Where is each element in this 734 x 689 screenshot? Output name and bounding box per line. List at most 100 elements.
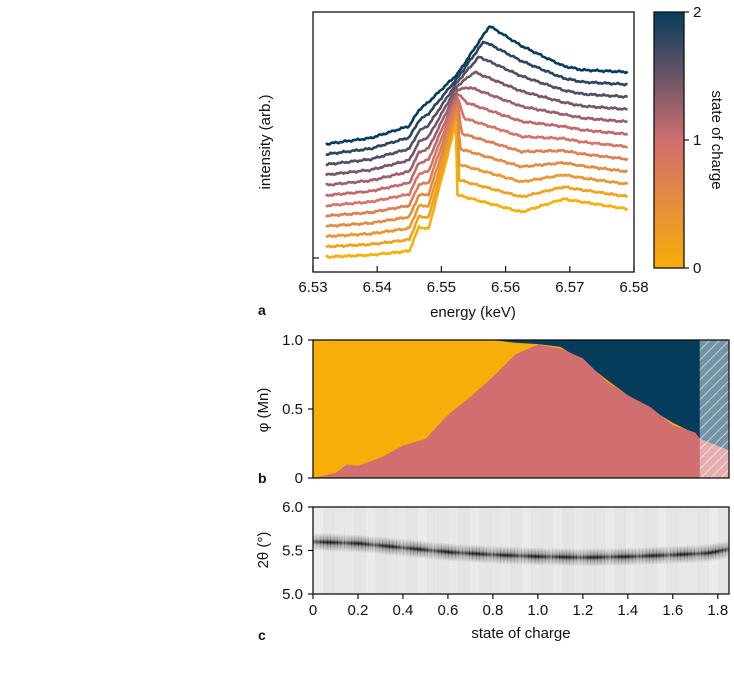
colorbar-tick-label: 1 xyxy=(693,132,701,149)
diffraction-peak-segment xyxy=(319,533,324,552)
panel-c-label: c xyxy=(258,627,266,643)
panel-c-x-tick-label: 1.2 xyxy=(572,602,593,619)
diffraction-peak-segment xyxy=(645,546,650,565)
diffraction-peak-segment xyxy=(413,539,418,558)
diffraction-peak-segment xyxy=(638,547,643,566)
diffraction-peak-segment xyxy=(666,546,671,565)
diffraction-peak-segment xyxy=(389,537,394,556)
diffraction-peak-segment xyxy=(462,544,467,563)
diffraction-peak-segment xyxy=(690,544,695,563)
diffraction-peak-segment xyxy=(323,533,328,552)
diffraction-peak-segment xyxy=(410,539,415,558)
panel-c-y-tick-label: 5.0 xyxy=(282,586,303,603)
diffraction-peak-segment xyxy=(354,534,359,553)
panel-a-ylabel: intensity (arb.) xyxy=(257,94,274,189)
spectrum-line xyxy=(325,99,629,218)
diffraction-peak-segment xyxy=(503,546,508,565)
colorbar-label: state of charge xyxy=(708,90,725,189)
diffraction-peak-segment xyxy=(552,547,557,566)
diffraction-peak-segment xyxy=(694,544,699,563)
panel-a-xlabel: energy (keV) xyxy=(430,304,516,321)
diffraction-peak-segment xyxy=(677,545,682,564)
panel-a-x-ticks: 6.53 6.54 6.55 6.56 6.57 6.58 xyxy=(298,266,649,296)
panel-c-x-tick-label: 1.0 xyxy=(527,602,548,619)
diffraction-peak-segment xyxy=(673,545,678,564)
diffraction-peak-segment xyxy=(566,548,571,567)
diffraction-peak-segment xyxy=(631,547,636,566)
diffraction-peak-segment xyxy=(569,548,574,567)
colorbar-ticks: 0 1 2 xyxy=(684,4,701,277)
diffraction-peak-segment xyxy=(656,546,661,565)
diffraction-peak-segment xyxy=(597,548,602,567)
diffraction-peak-segment xyxy=(507,546,512,565)
spectra-series-group xyxy=(324,25,629,259)
diffraction-peak-segment xyxy=(514,546,519,565)
diffraction-peak-segment xyxy=(475,544,480,563)
spectrum-line xyxy=(325,25,629,146)
panel-c-xlabel: state of charge xyxy=(471,625,570,642)
diffraction-peak-segment xyxy=(635,547,640,566)
diffraction-peak-segment xyxy=(344,534,349,553)
diffraction-peak-segment xyxy=(472,544,477,563)
panel-a-x-tick-label: 6.54 xyxy=(363,279,392,296)
diffraction-peak-segment xyxy=(326,533,331,552)
diffraction-peak-segment xyxy=(722,541,727,560)
panel-c-x-tick-label: 0.4 xyxy=(393,602,414,619)
diffraction-peak-segment xyxy=(718,541,723,560)
diffraction-peak-segment xyxy=(697,544,702,563)
spectrum-line xyxy=(325,108,629,238)
hatched-region xyxy=(699,340,729,478)
diffraction-peak-segment xyxy=(392,537,397,556)
colorbar-tick-label: 2 xyxy=(693,4,701,21)
diffraction-peak-segment xyxy=(382,536,387,555)
diffraction-peak-segment xyxy=(652,546,657,565)
diffraction-peak-segment xyxy=(548,547,553,566)
diffraction-peak-segment xyxy=(687,545,692,564)
diffraction-peak-segment xyxy=(521,546,526,565)
panel-c-y-tick-label: 6.0 xyxy=(282,499,303,516)
diffraction-peak-segment xyxy=(562,548,567,567)
diffraction-peak-segment xyxy=(670,545,675,564)
diffraction-peak-segment xyxy=(365,535,370,554)
diffraction-peak-segment xyxy=(313,532,318,551)
panel-b-y-tick-label: 1.0 xyxy=(282,332,303,349)
diffraction-peak-segment xyxy=(593,548,598,567)
diffraction-peak-segment xyxy=(444,542,449,561)
diffraction-peak-segment xyxy=(423,540,428,559)
panel-c-y-ticks: 5.0 5.5 6.0 xyxy=(282,499,313,603)
panel-c-ylabel: 2θ (°) xyxy=(255,532,272,569)
diffraction-peak-segment xyxy=(704,544,709,563)
diffraction-peak-segment xyxy=(403,538,408,557)
diffraction-peak-segment xyxy=(417,540,422,559)
diffraction-peak-segment xyxy=(427,541,432,560)
spectrum-line xyxy=(325,123,629,259)
diffraction-peak-segment xyxy=(573,548,578,567)
diffraction-peak-segment xyxy=(517,546,522,565)
diffraction-peak-segment xyxy=(330,533,335,552)
panel-c-x-tick-label: 0.2 xyxy=(348,602,369,619)
panel-c-diffraction: 5.0 5.5 6.0 0 0.2 0.4 0.6 0.8 1.0 1.2 1.4 1.6 1.8 s… xyxy=(255,499,730,643)
panel-c-x-tick-label: 1.8 xyxy=(707,602,728,619)
diffraction-peak-segment xyxy=(430,541,435,560)
panel-c-x-tick-label: 0.8 xyxy=(482,602,503,619)
diffraction-peak-segment xyxy=(482,545,487,564)
panel-c-x-tick-label: 0.6 xyxy=(437,602,458,619)
spectrum-line xyxy=(325,55,629,167)
spectrum-line xyxy=(325,96,628,208)
diffraction-peak-segment xyxy=(618,547,623,566)
diffraction-peak-segment xyxy=(458,543,463,562)
panel-b-y-tick-label: 0.5 xyxy=(282,401,303,418)
diffraction-peak-segment xyxy=(489,545,494,564)
spectrum-line xyxy=(324,92,629,197)
diffraction-peak-segment xyxy=(441,542,446,561)
diffraction-peak-segment xyxy=(625,547,630,566)
spectrum-line xyxy=(325,86,628,187)
diffraction-peak-segment xyxy=(701,544,706,563)
diffraction-peak-segment xyxy=(579,548,584,567)
diffraction-peak-segment xyxy=(455,543,460,562)
diffraction-peak-segment xyxy=(611,547,616,566)
diffraction-peak-segment xyxy=(607,547,612,566)
panel-a-x-tick-label: 6.57 xyxy=(555,279,584,296)
diffraction-peak-segment xyxy=(361,534,366,553)
panel-b-y-tick-label: 0 xyxy=(295,470,303,487)
